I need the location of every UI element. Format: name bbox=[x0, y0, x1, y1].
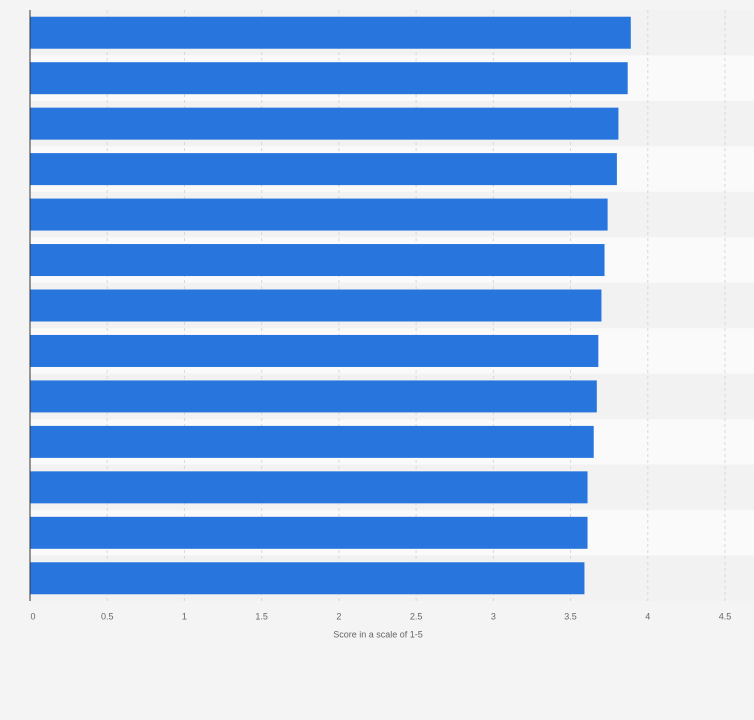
x-tick-label: 1.5 bbox=[255, 611, 268, 621]
bar bbox=[30, 107, 619, 140]
x-tick-label: 2.5 bbox=[410, 611, 423, 621]
bar bbox=[30, 562, 585, 595]
bar bbox=[30, 425, 594, 458]
bar bbox=[30, 516, 588, 549]
x-tick-label: 4.5 bbox=[719, 611, 732, 621]
bar bbox=[30, 289, 602, 322]
x-tick-label: 2 bbox=[336, 611, 341, 621]
x-tick-label: 0 bbox=[30, 611, 35, 621]
bar bbox=[30, 471, 588, 504]
x-tick-label: 1 bbox=[182, 611, 187, 621]
bar bbox=[30, 244, 605, 277]
x-tick-label: 3.5 bbox=[564, 611, 577, 621]
bar bbox=[30, 334, 599, 367]
bar bbox=[30, 153, 617, 186]
bar bbox=[30, 62, 628, 95]
bar bbox=[30, 380, 597, 413]
bar bbox=[30, 16, 631, 49]
x-tick-label: 0.5 bbox=[101, 611, 114, 621]
bar bbox=[30, 198, 608, 231]
x-axis-label: Score in a scale of 1-5 bbox=[333, 629, 423, 639]
x-tick-label: 3 bbox=[491, 611, 496, 621]
x-tick-label: 4 bbox=[645, 611, 650, 621]
